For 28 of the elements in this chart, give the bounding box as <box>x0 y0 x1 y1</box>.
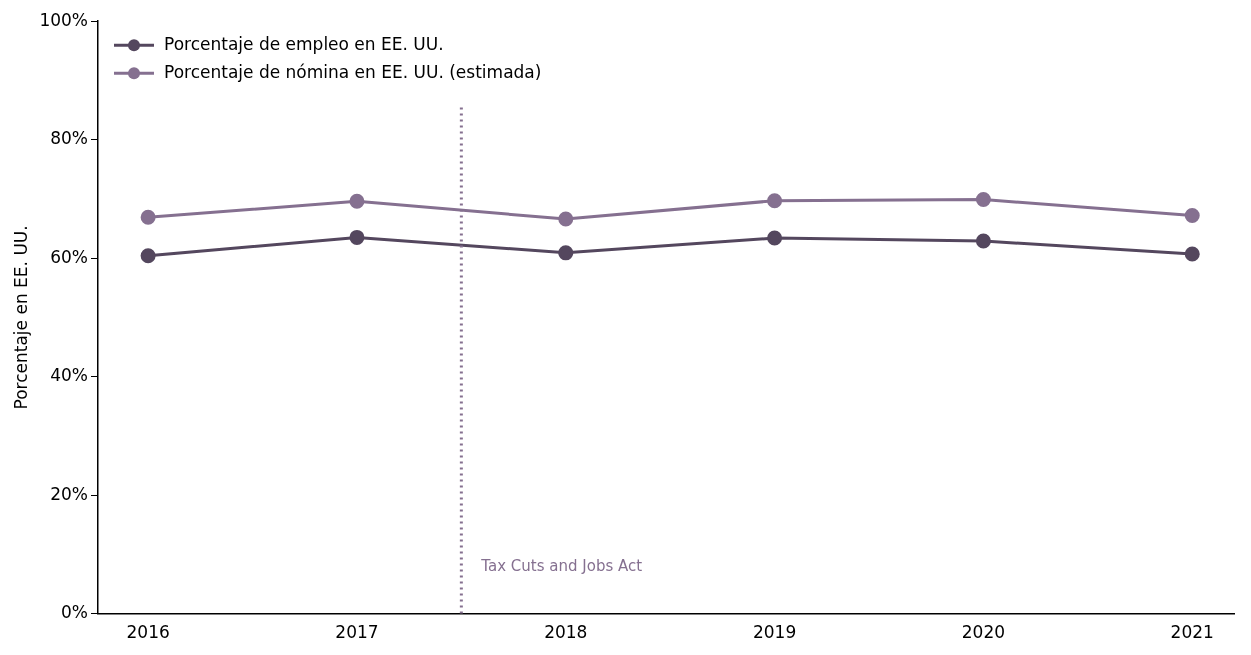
x-tick-label: 2017 <box>335 622 379 643</box>
legend-label: Porcentaje de empleo en EE. UU. <box>164 33 444 54</box>
y-tick-label: 60% <box>50 246 88 267</box>
y-tick-label: 20% <box>50 483 88 504</box>
ref-line-label: Tax Cuts and Jobs Act <box>480 557 643 576</box>
point <box>767 230 783 246</box>
point <box>349 193 365 209</box>
y-tick-label: 100% <box>39 9 88 30</box>
x-tick-label: 2018 <box>544 622 588 643</box>
y-tick-label: 0% <box>61 602 88 623</box>
y-axis-title: Porcentaje en EE. UU. <box>10 225 31 410</box>
point <box>349 229 365 245</box>
point <box>140 248 156 264</box>
x-tick-label: 2016 <box>126 622 170 643</box>
point <box>975 192 991 208</box>
point <box>558 211 574 227</box>
x-tick-label: 2021 <box>1170 622 1214 643</box>
legend-label: Porcentaje de nómina en EE. UU. (estimada) <box>164 61 542 82</box>
point <box>558 245 574 261</box>
y-tick-label: 80% <box>50 128 88 149</box>
point <box>1184 208 1200 224</box>
y-tick-label: 40% <box>50 365 88 386</box>
x-tick-label: 2020 <box>961 622 1006 643</box>
x-tick-label: 2019 <box>752 622 797 643</box>
point <box>767 193 783 209</box>
point <box>975 233 991 249</box>
point <box>1184 246 1200 262</box>
point <box>140 209 156 225</box>
